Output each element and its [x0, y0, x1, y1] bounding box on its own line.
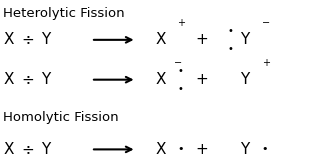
- Text: Y: Y: [41, 32, 50, 47]
- Text: •: •: [262, 144, 268, 154]
- Text: Y: Y: [240, 142, 250, 157]
- Text: Homolytic Fission: Homolytic Fission: [3, 111, 119, 124]
- Text: •: •: [177, 66, 183, 76]
- Text: X: X: [3, 32, 14, 47]
- Text: Y: Y: [240, 72, 250, 87]
- Text: •: •: [177, 144, 184, 154]
- Text: +: +: [195, 32, 208, 47]
- Text: ÷: ÷: [21, 142, 34, 157]
- Text: −: −: [174, 58, 182, 68]
- Text: X: X: [156, 32, 166, 47]
- Text: Y: Y: [240, 32, 250, 47]
- Text: ÷: ÷: [21, 72, 34, 87]
- Text: Y: Y: [41, 72, 50, 87]
- Text: +: +: [177, 18, 185, 28]
- Text: ÷: ÷: [21, 32, 34, 47]
- Text: •: •: [177, 84, 183, 94]
- Text: +: +: [195, 72, 208, 87]
- Text: X: X: [3, 72, 14, 87]
- Text: Y: Y: [41, 142, 50, 157]
- Text: +: +: [262, 58, 270, 68]
- Text: +: +: [195, 142, 208, 157]
- Text: •: •: [227, 44, 233, 54]
- Text: X: X: [3, 142, 14, 157]
- Text: X: X: [156, 142, 166, 157]
- Text: •: •: [227, 26, 233, 36]
- Text: Heterolytic Fission: Heterolytic Fission: [3, 7, 125, 20]
- Text: −: −: [262, 18, 270, 28]
- Text: X: X: [156, 72, 166, 87]
